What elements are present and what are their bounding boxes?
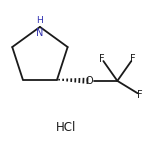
Text: F: F [137,90,143,100]
Text: O: O [86,76,93,86]
Text: F: F [130,54,136,64]
Text: F: F [99,54,104,64]
Text: H: H [37,16,43,25]
Text: N: N [36,28,44,38]
Text: HCl: HCl [56,121,77,134]
